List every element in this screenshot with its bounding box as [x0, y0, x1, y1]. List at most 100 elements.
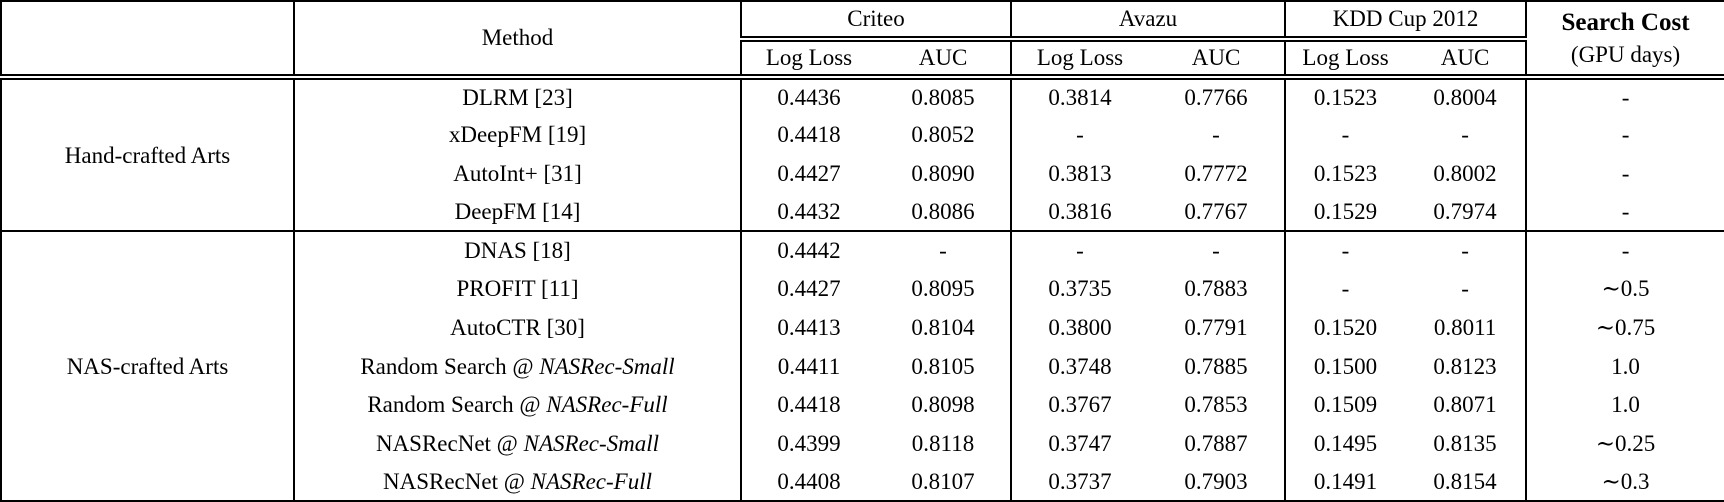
value-cell: 0.8090 [876, 154, 1012, 193]
group-label: Hand-crafted Arts [1, 77, 295, 232]
table-header: Method Criteo Avazu KDD Cup 2012 Search … [1, 1, 1724, 80]
value-cell: 0.4427 [777, 276, 841, 302]
value-cell: 0.1495 [1313, 430, 1378, 456]
value-cell: - [1341, 122, 1350, 148]
value-cell: 0.3767 [1048, 392, 1112, 418]
value-cell: 0.1491 [1313, 468, 1378, 494]
value-cell: 0.7883 [1148, 269, 1287, 309]
table-row: xDeepFM [19] 0.4418 0.8052 - - - - - [1, 115, 1724, 155]
value-cell: 0.8107 [876, 462, 1012, 501]
column-header-kdd-auc: AUC [1405, 39, 1528, 80]
value-cell: 0.3816 [1048, 198, 1112, 224]
method-cell: xDeepFM [19] [294, 115, 742, 155]
column-header-avazu-auc: AUC [1148, 39, 1287, 80]
value-cell: - [1405, 269, 1528, 309]
value-cell: 0.4418 [777, 392, 841, 418]
value-cell: 0.3747 [1048, 430, 1112, 456]
value-cell: 0.8004 [1405, 77, 1528, 116]
value-cell: - [1621, 238, 1630, 264]
value-cell: - [1076, 238, 1084, 264]
value-cell: 0.4442 [777, 238, 841, 264]
value-cell: - [1405, 115, 1528, 155]
value-cell: ∼0.25 [1595, 430, 1656, 456]
value-cell: 0.8118 [876, 423, 1012, 463]
value-cell: 0.8002 [1405, 154, 1528, 193]
group-label: NAS-crafted Arts [1, 231, 295, 501]
method-cell: AutoCTR [30] [294, 308, 742, 347]
method-cell: Random Search @ NASRec-Small [294, 346, 742, 386]
row-group-1: NAS-crafted Arts DNAS [18] 0.4442- - - - - - PRO… [1, 231, 1724, 501]
value-cell: - [1621, 85, 1630, 111]
method-cell: NASRecNet @ NASRec-Small [294, 423, 742, 463]
value-cell: 0.4411 [777, 353, 841, 379]
column-header-kdd-logloss: Log Loss [1285, 39, 1406, 80]
value-cell: 1.0 [1611, 392, 1640, 418]
value-cell: - [1621, 122, 1630, 148]
value-cell: 0.1523 [1313, 85, 1378, 111]
value-cell: - [1341, 276, 1350, 302]
value-cell: 0.1500 [1313, 353, 1378, 379]
value-cell: 0.4418 [777, 122, 841, 148]
value-cell: 0.7885 [1148, 346, 1287, 386]
value-cell: 0.1520 [1313, 315, 1378, 341]
value-cell: - [1621, 160, 1630, 186]
value-cell: - [1621, 198, 1630, 224]
method-variant: NASRec-Small [539, 353, 675, 379]
value-cell: 0.8105 [876, 346, 1012, 386]
value-cell: 0.8135 [1405, 423, 1528, 463]
search-cost-label: Search Cost [1561, 8, 1690, 36]
value-cell: 0.7767 [1148, 192, 1287, 232]
value-cell: 0.1509 [1313, 392, 1378, 418]
value-cell: 0.4408 [777, 468, 841, 494]
value-cell: - [1341, 238, 1350, 264]
value-cell: 0.4399 [777, 430, 841, 456]
value-cell: 0.3800 [1048, 315, 1112, 341]
value-cell: 0.4413 [777, 315, 841, 341]
value-cell: 1.0 [1611, 353, 1640, 379]
method-variant: NASRec-Full [530, 468, 653, 494]
value-cell: 0.8011 [1405, 308, 1528, 347]
method-variant: NASRec-Full [546, 392, 668, 418]
value-cell: 0.7853 [1148, 385, 1287, 424]
value-cell: ∼0.5 [1601, 276, 1650, 302]
table-row: AutoInt+ [31] 0.4427 0.8090 0.3813 0.7772 0.1… [1, 154, 1724, 193]
table-row: Random Search @ NASRec-Full 0.4418 0.8098 0… [1, 385, 1724, 424]
value-cell: 0.7974 [1405, 192, 1528, 232]
corner-cell [1, 1, 295, 80]
header-row-datasets: Method Criteo Avazu KDD Cup 2012 Search … [1, 1, 1724, 80]
value-cell: 0.8085 [876, 77, 1012, 116]
column-header-criteo-auc: AUC [876, 39, 1012, 80]
value-cell: 0.7887 [1148, 423, 1287, 463]
table-row: Hand-crafted Arts DLRM [23] 0.4436 0.8085 0.… [1, 77, 1724, 232]
value-cell: 0.3814 [1048, 85, 1112, 111]
value-cell: 0.8104 [876, 308, 1012, 347]
value-cell: 0.4427 [777, 160, 841, 186]
value-cell: 0.8071 [1405, 385, 1528, 424]
method-cell: DeepFM [14] [294, 192, 742, 232]
column-header-avazu-logloss: Log Loss [1011, 39, 1148, 80]
value-cell: 0.4432 [777, 198, 841, 224]
value-cell: 0.1523 [1313, 160, 1378, 186]
table-row: DeepFM [14] 0.4432 0.8086 0.3816 0.7767 0.152… [1, 192, 1724, 232]
value-cell: - [876, 231, 1012, 270]
value-cell: 0.3748 [1048, 353, 1112, 379]
method-cell: NASRecNet @ NASRec-Full [294, 462, 742, 501]
row-group-0: Hand-crafted Arts DLRM [23] 0.4436 0.8085 0.… [1, 77, 1724, 232]
column-header-method: Method [294, 1, 742, 80]
method-cell: AutoInt+ [31] [294, 154, 742, 193]
value-cell: 0.3813 [1048, 160, 1112, 186]
value-cell: 0.8095 [876, 269, 1012, 309]
header-row-metrics: Log Loss AUC Log Loss AUC Log Loss AUC [1, 39, 1724, 80]
value-cell: 0.1529 [1313, 198, 1378, 224]
method-cell: Random Search @ NASRec-Full [294, 385, 742, 424]
value-cell: ∼0.3 [1601, 468, 1650, 494]
value-cell: - [1148, 231, 1287, 270]
method-cell: DNAS [18] [294, 231, 742, 270]
value-cell: 0.7903 [1148, 462, 1287, 501]
table-row: AutoCTR [30] 0.4413 0.8104 0.3800 0.7791 0.15… [1, 308, 1724, 347]
value-cell: ∼0.75 [1595, 315, 1656, 341]
value-cell: - [1405, 231, 1528, 270]
column-header-search-cost: Search Cost (GPU days) [1526, 1, 1724, 80]
value-cell: 0.7791 [1148, 308, 1287, 347]
